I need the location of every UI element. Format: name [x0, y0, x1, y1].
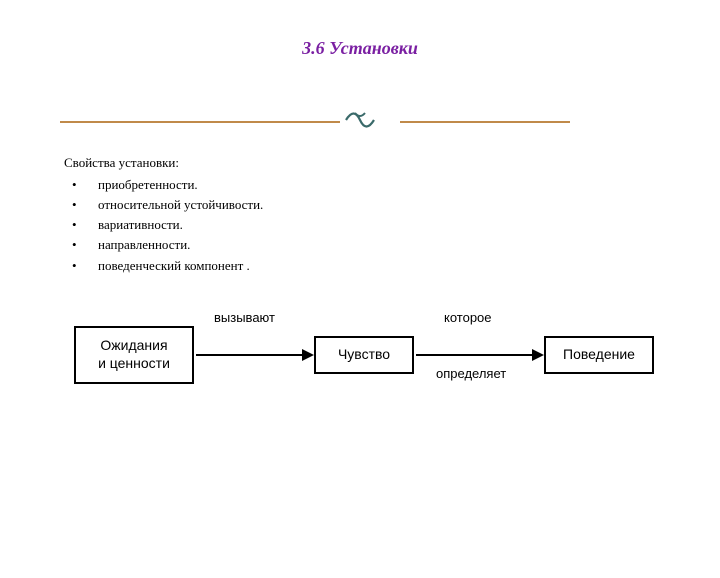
flow-node-label: и ценности — [98, 355, 170, 373]
flow-node-label: Ожидания — [100, 337, 167, 355]
flow-node-n2: Чувство — [314, 336, 414, 374]
flow-node-n1: Ожиданияи ценности — [74, 326, 194, 384]
bullet-list: приобретенности.относительной устойчивос… — [64, 175, 720, 276]
flow-edge — [196, 354, 302, 356]
divider-line-right — [400, 121, 570, 123]
flow-node-label: Чувство — [338, 346, 390, 364]
flow-node-label: Поведение — [563, 346, 635, 364]
bullet-item: приобретенности. — [64, 175, 720, 195]
arrow-head-icon — [302, 349, 314, 361]
flow-edge — [416, 354, 532, 356]
flow-edge-label: которое — [442, 310, 494, 325]
lead-text: Свойства установки: — [64, 155, 720, 171]
arrow-head-icon — [532, 349, 544, 361]
divider-flourish — [340, 105, 380, 141]
flow-edge-label: вызывают — [212, 310, 277, 325]
divider — [0, 107, 720, 137]
slide-title: 3.6 Установки — [0, 38, 720, 59]
flow-node-n3: Поведение — [544, 336, 654, 374]
bullet-item: направленности. — [64, 235, 720, 255]
bullet-item: вариативности. — [64, 215, 720, 235]
bullet-item: поведенческий компонент . — [64, 256, 720, 276]
bullet-item: относительной устойчивости. — [64, 195, 720, 215]
divider-line-left — [60, 121, 340, 123]
flow-diagram: Ожиданияи ценности Чувство Поведение вызыва… — [64, 304, 664, 414]
flow-edge-label: определяет — [434, 366, 508, 381]
content-block: Свойства установки: приобретенности.отно… — [64, 155, 720, 276]
